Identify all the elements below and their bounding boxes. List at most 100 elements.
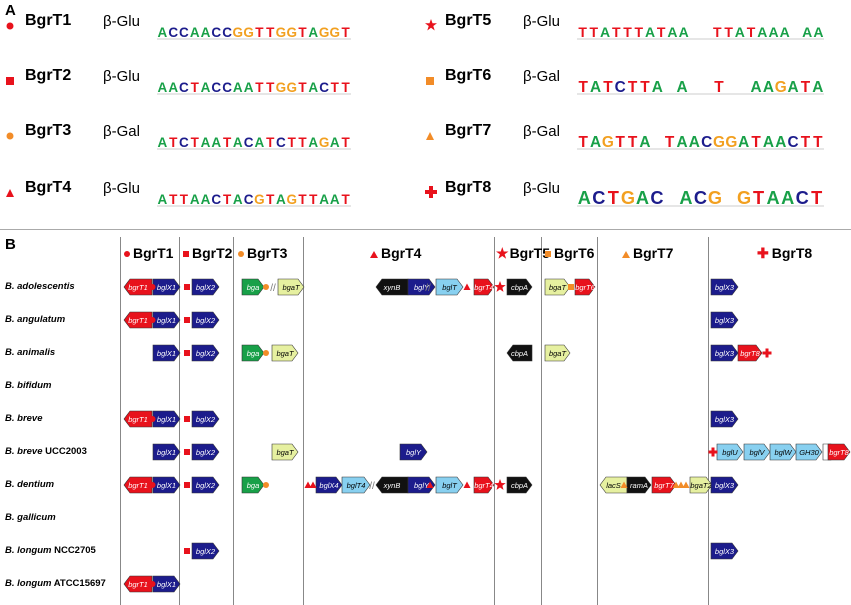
break-mark: //	[270, 283, 276, 294]
column-divider	[120, 237, 121, 605]
logo-letter: A	[233, 192, 243, 207]
column-divider	[494, 237, 495, 605]
logo-letter: C	[319, 80, 329, 95]
logo-letter: G	[276, 80, 287, 95]
logo-letter: A	[211, 135, 221, 150]
gene-label: bga	[247, 349, 260, 358]
logo-letter: C	[276, 135, 286, 150]
binding-site-marker	[149, 317, 156, 323]
gene-label: bglX1	[157, 349, 176, 358]
binding-site-marker	[184, 482, 190, 488]
logo-letter: A	[735, 24, 745, 40]
species-label: B. breve	[5, 413, 43, 424]
gene-arrow: bgrT1	[123, 278, 153, 296]
species-label: B. bifidum	[5, 380, 52, 391]
binding-site-marker	[149, 284, 156, 290]
logo-letter: A	[768, 24, 778, 40]
logo-letter: T	[298, 135, 307, 150]
gene-arrow: bgrT8	[827, 443, 851, 461]
gene-label: bgrT1	[128, 283, 148, 292]
gene-label: bgrT1	[128, 415, 148, 424]
binding-site-marker	[494, 281, 506, 292]
motif-enzyme: β-Gal	[523, 123, 560, 140]
gene-arrow: bglX3	[710, 542, 739, 560]
logo-letter: A	[308, 80, 318, 95]
logo-letter: A	[780, 24, 790, 40]
logo-letter: G	[330, 25, 341, 40]
gene-label: bglX1	[157, 316, 176, 325]
column-divider	[597, 237, 598, 605]
binding-site-marker	[149, 416, 156, 422]
binding-site-marker	[568, 284, 574, 290]
orange-triangle-icon	[425, 128, 435, 140]
gene-arrow: bglX2	[191, 542, 220, 560]
gene-label: bglW	[774, 448, 792, 457]
gene-arrow: bglX1	[152, 311, 181, 329]
logo-letter: T	[266, 135, 275, 150]
gene-label: bgaT	[282, 283, 301, 292]
logo-letter: T	[578, 24, 587, 40]
logo-letter: G	[286, 192, 297, 207]
logo-letter: G	[319, 135, 330, 150]
gene-arrow: bglX1	[152, 443, 181, 461]
logo-letter: T	[223, 192, 232, 207]
logo-letter: T	[341, 80, 350, 95]
logo-letter: A	[319, 192, 329, 207]
logo-letter: A	[679, 24, 689, 40]
gene-label: bgrT4	[474, 283, 494, 292]
logo-letter: A	[201, 135, 211, 150]
gene-arrow: bgrT1	[123, 575, 153, 593]
logo-letter: G	[725, 134, 737, 150]
gene-label: cbpA	[511, 283, 528, 292]
logo-letter: G	[233, 25, 244, 40]
logo-letter: A	[590, 134, 601, 150]
gene-arrow: bglX2	[191, 278, 220, 296]
logo-letter: G	[775, 79, 787, 95]
motif-enzyme: β-Gal	[523, 68, 560, 85]
gene-arrow: bglV	[743, 443, 771, 461]
logo-letter: T	[298, 80, 307, 95]
motif-entry-bgrt6: BgrT6 β-Gal T A T C T T A A T A A G A T A	[425, 63, 824, 95]
logo-letter: G	[243, 25, 254, 40]
gene-arrow: xynB	[375, 278, 409, 296]
red-circle-icon	[124, 251, 130, 258]
binding-site-marker	[620, 481, 628, 488]
gene-arrow: bglT	[435, 476, 464, 494]
gene-label: bgrT4	[474, 481, 494, 490]
binding-site-marker	[263, 350, 269, 356]
gene-label: bgrT1	[128, 316, 148, 325]
gene-arrow: cbpA	[506, 344, 533, 362]
binding-site-marker	[309, 481, 317, 488]
red-cross-icon	[425, 185, 437, 198]
logo-letter: T	[801, 79, 811, 95]
logo-letter: A	[679, 188, 692, 207]
gene-arrow: xynB	[375, 476, 409, 494]
column-header-bgrt1: BgrT1	[124, 245, 173, 261]
gene-label: bglX3	[715, 547, 735, 556]
gene-arrow: bgrT6	[574, 278, 596, 296]
gene-label: cbpA	[511, 481, 528, 490]
logo-letter: A	[767, 188, 780, 207]
logo-letter: C	[168, 25, 178, 40]
motif-name: BgrT4	[25, 179, 72, 196]
logo-letter: T	[191, 135, 200, 150]
panel-a-label: A	[5, 2, 16, 19]
motif-enzyme: β-Glu	[523, 180, 560, 197]
gene-label: bglU	[722, 448, 738, 457]
motif-enzyme: β-Glu	[103, 68, 140, 85]
gene-label: bglX2	[196, 283, 216, 292]
binding-site-marker	[184, 350, 190, 356]
logo-letter: A	[757, 24, 767, 40]
column-header-bgrt7: BgrT7	[622, 245, 673, 261]
logo-letter: A	[751, 79, 762, 95]
logo-letter: C	[244, 135, 254, 150]
logo-letter: A	[578, 188, 591, 207]
gene-arrow: bgrT8	[737, 344, 763, 362]
gene-label: bglX2	[196, 316, 216, 325]
logo-letter: A	[158, 25, 168, 40]
motif-entry-bgrt1: BgrT1 β-Glu A C C A A C C G G T T G G T A G G T	[5, 8, 351, 40]
gene-label: bgrT8	[829, 448, 849, 457]
logo-letter: A	[168, 80, 178, 95]
gene-label: xynB	[383, 283, 401, 292]
logo-letter: T	[255, 25, 264, 40]
